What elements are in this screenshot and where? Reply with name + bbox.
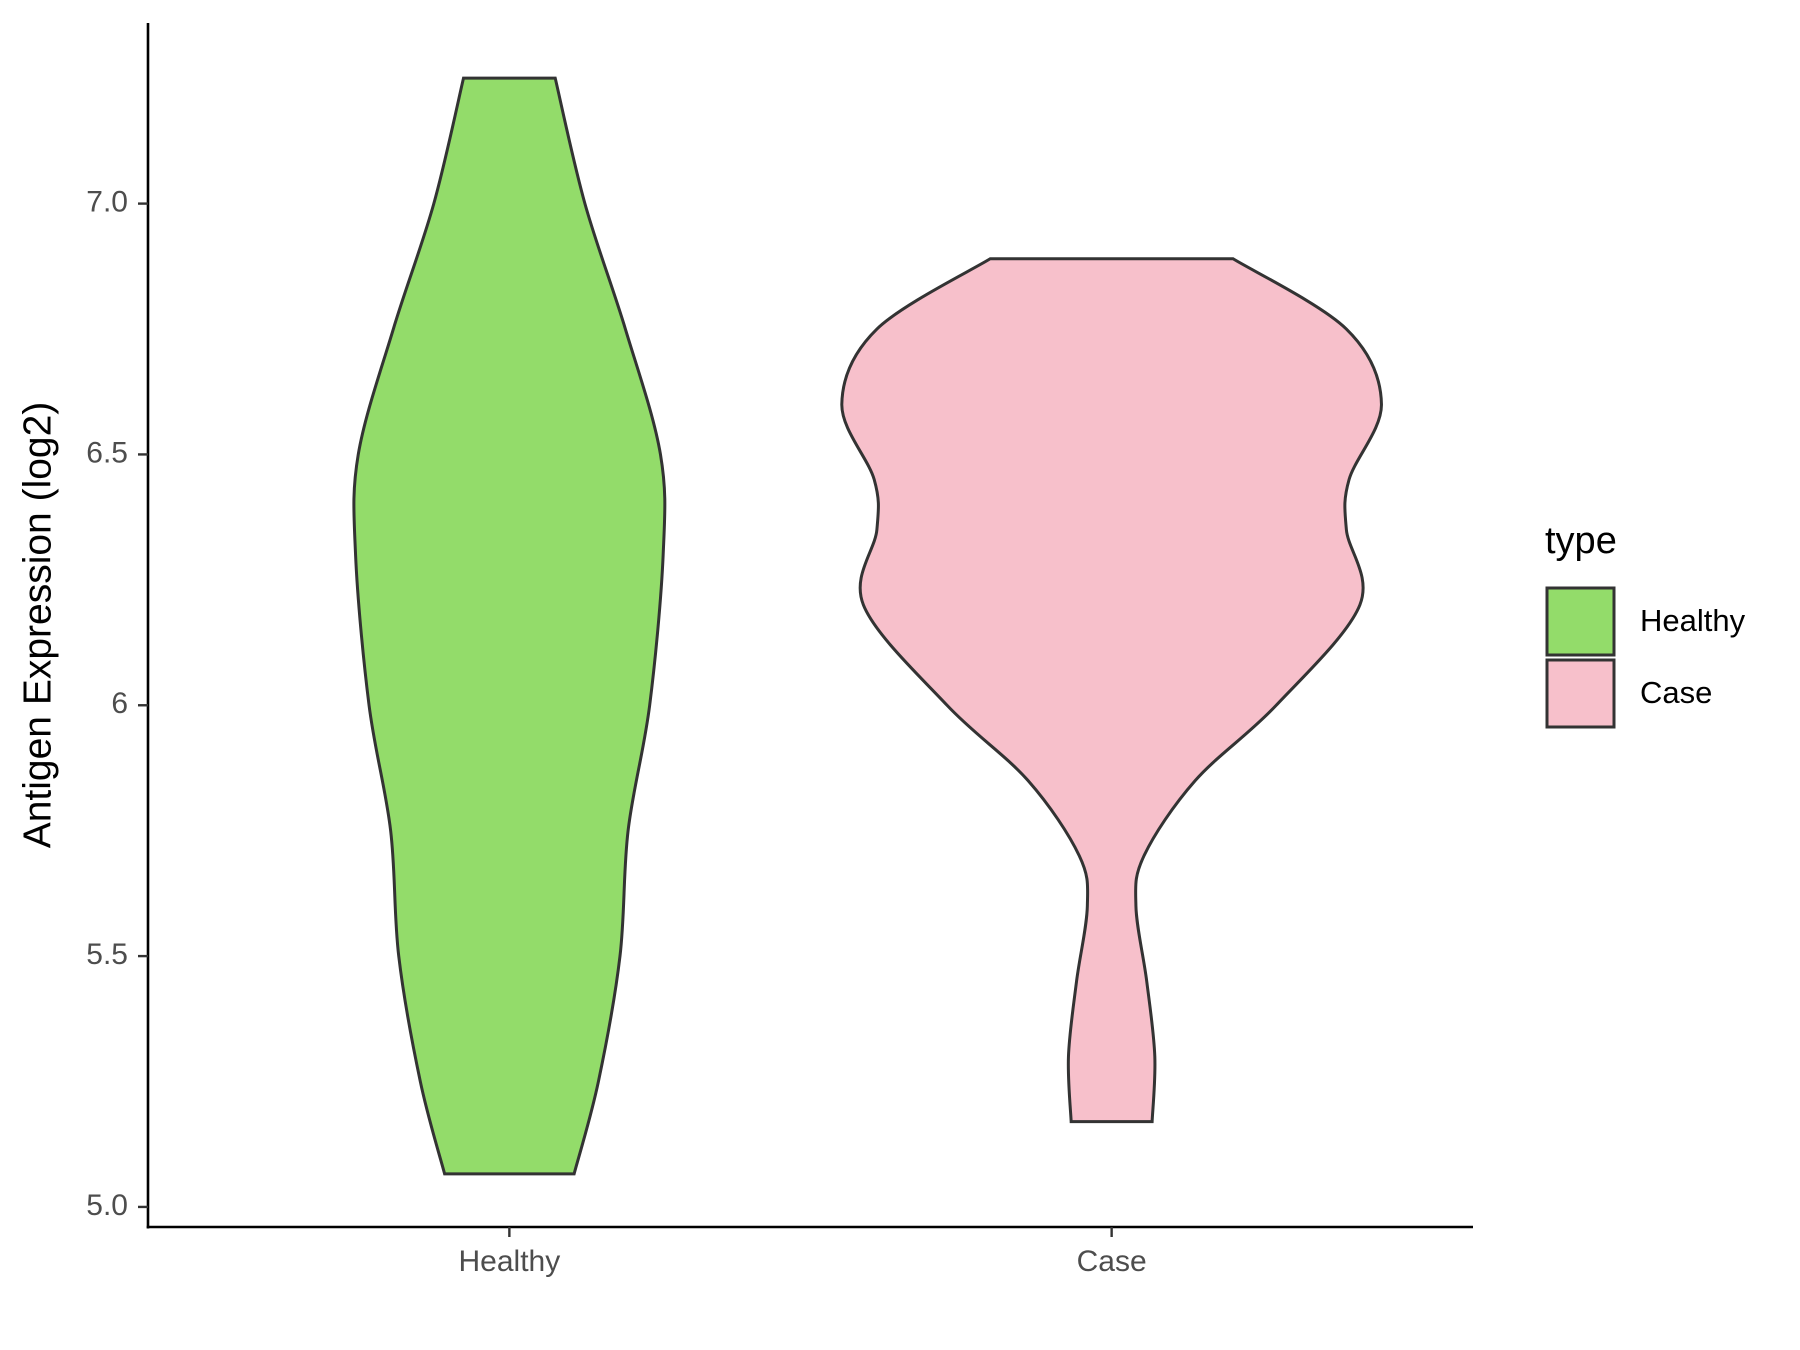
y-tick-label: 7.0 bbox=[86, 186, 128, 219]
y-tick-label: 6.5 bbox=[86, 436, 128, 469]
legend-swatch bbox=[1545, 658, 1616, 729]
y-axis-title: Antigen Expression (log2) bbox=[16, 402, 59, 849]
violin bbox=[352, 76, 667, 1176]
y-tick-label: 6 bbox=[111, 687, 128, 720]
legend-label: Case bbox=[1640, 675, 1712, 710]
y-tick-label: 5.5 bbox=[86, 938, 128, 971]
legend-label: Healthy bbox=[1640, 603, 1746, 638]
x-tick-label: Case bbox=[1077, 1245, 1147, 1278]
legend-title: type bbox=[1545, 520, 1617, 562]
y-tick-label: 5.0 bbox=[86, 1189, 128, 1222]
legend-swatch bbox=[1545, 586, 1616, 657]
violin bbox=[840, 257, 1383, 1124]
x-tick-label: Healthy bbox=[459, 1245, 561, 1278]
